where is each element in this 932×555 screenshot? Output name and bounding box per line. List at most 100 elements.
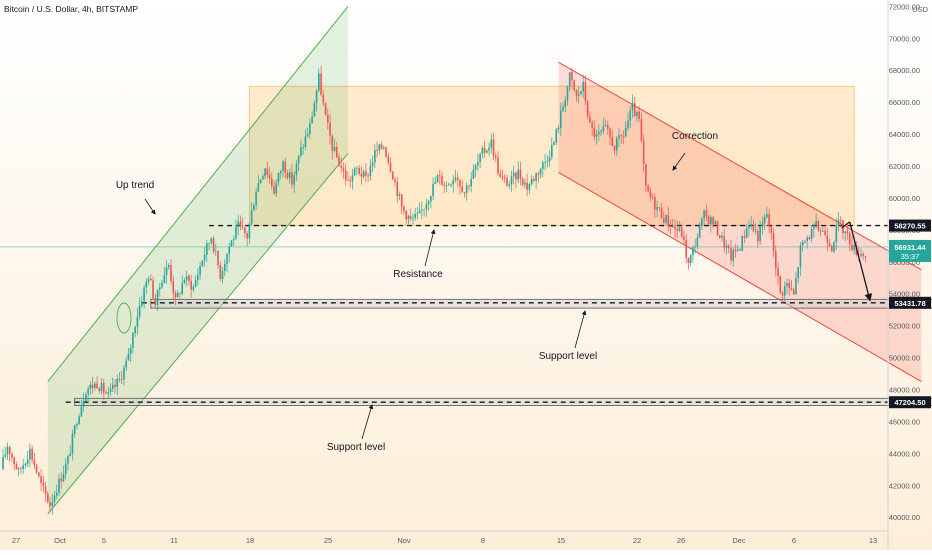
candle-body [799, 245, 802, 268]
candle-body [732, 249, 735, 261]
candle-body [862, 253, 864, 257]
candle [273, 179, 275, 196]
candle [58, 473, 60, 497]
candle-body [582, 82, 584, 92]
y-tick-label: 70000.00 [889, 34, 920, 43]
candle [306, 127, 309, 138]
candle [669, 219, 672, 235]
arrow-support-2 [361, 404, 374, 440]
candle [391, 170, 394, 180]
candle [517, 161, 519, 184]
candle [60, 471, 63, 489]
candle [851, 236, 853, 252]
candle-body [667, 215, 670, 226]
candle [636, 110, 638, 123]
candle-body [405, 210, 407, 220]
candle [295, 160, 298, 181]
candle-body [389, 162, 392, 172]
currency-label: USD [912, 5, 928, 14]
candle [421, 201, 423, 219]
x-tick-label: 26 [677, 536, 685, 545]
candle-body [779, 276, 782, 293]
candle [577, 86, 580, 104]
candle-body [450, 184, 452, 186]
annotation-support-2: Support level [327, 442, 385, 453]
candle [436, 174, 439, 183]
candle-body [152, 280, 154, 299]
candle-body [600, 130, 602, 132]
candle-body [210, 238, 213, 244]
candle [719, 234, 721, 239]
candle [580, 91, 582, 95]
candle [116, 374, 119, 396]
candle-body [13, 457, 15, 465]
candle-body [831, 245, 833, 252]
candle [441, 171, 443, 186]
candle-body [105, 392, 107, 394]
candle [591, 119, 593, 137]
candle [138, 297, 141, 320]
candle [506, 174, 508, 187]
candle-body [293, 175, 295, 185]
candle [770, 226, 773, 240]
candle-body [479, 153, 481, 162]
candle-body [822, 230, 824, 232]
candle [582, 74, 584, 99]
candle [743, 229, 746, 244]
candle-body [403, 206, 405, 211]
candle [584, 75, 587, 105]
candle-body [318, 73, 320, 91]
candle [378, 143, 381, 155]
candle-body [271, 178, 273, 187]
candle-body [647, 185, 649, 192]
candle [141, 295, 143, 308]
candle [275, 179, 278, 197]
candle-body [707, 216, 710, 225]
candle [13, 456, 15, 471]
candle-body [781, 292, 784, 296]
candle [192, 284, 195, 293]
candle-body [127, 353, 130, 361]
candle-body [425, 204, 428, 210]
candle-body [156, 289, 159, 305]
candle-body [604, 125, 607, 127]
candle-body [353, 168, 356, 176]
y-tick-label: 40000.00 [889, 513, 920, 522]
candle-body [215, 250, 217, 252]
candle-body [660, 207, 663, 219]
candle-body [237, 221, 239, 227]
candle-body [609, 128, 611, 138]
candle-body [687, 257, 690, 263]
candle-body [33, 459, 36, 466]
candle [734, 244, 737, 258]
candle-body [349, 180, 351, 182]
candle [808, 235, 811, 240]
candle-body [351, 175, 354, 182]
candle [663, 211, 665, 225]
candle-body [768, 213, 770, 227]
candle-body [273, 186, 275, 194]
candle [264, 168, 266, 180]
candle-body [430, 196, 432, 202]
candle [194, 275, 197, 288]
candle-body [356, 167, 358, 169]
candle [396, 177, 399, 203]
candle [47, 491, 49, 504]
candle-body [67, 456, 69, 464]
candle [810, 225, 813, 243]
candle-body [734, 249, 737, 252]
candle [100, 378, 103, 395]
candle [833, 240, 835, 254]
candle-body [580, 91, 582, 95]
candle-body [324, 102, 327, 115]
candle [293, 170, 295, 194]
candle [499, 169, 502, 178]
candle-body [383, 147, 385, 149]
candle [660, 203, 663, 219]
candle-body [763, 217, 766, 224]
candle [217, 250, 219, 269]
candle [53, 490, 56, 506]
candle-body [575, 89, 578, 96]
candle [828, 238, 831, 248]
